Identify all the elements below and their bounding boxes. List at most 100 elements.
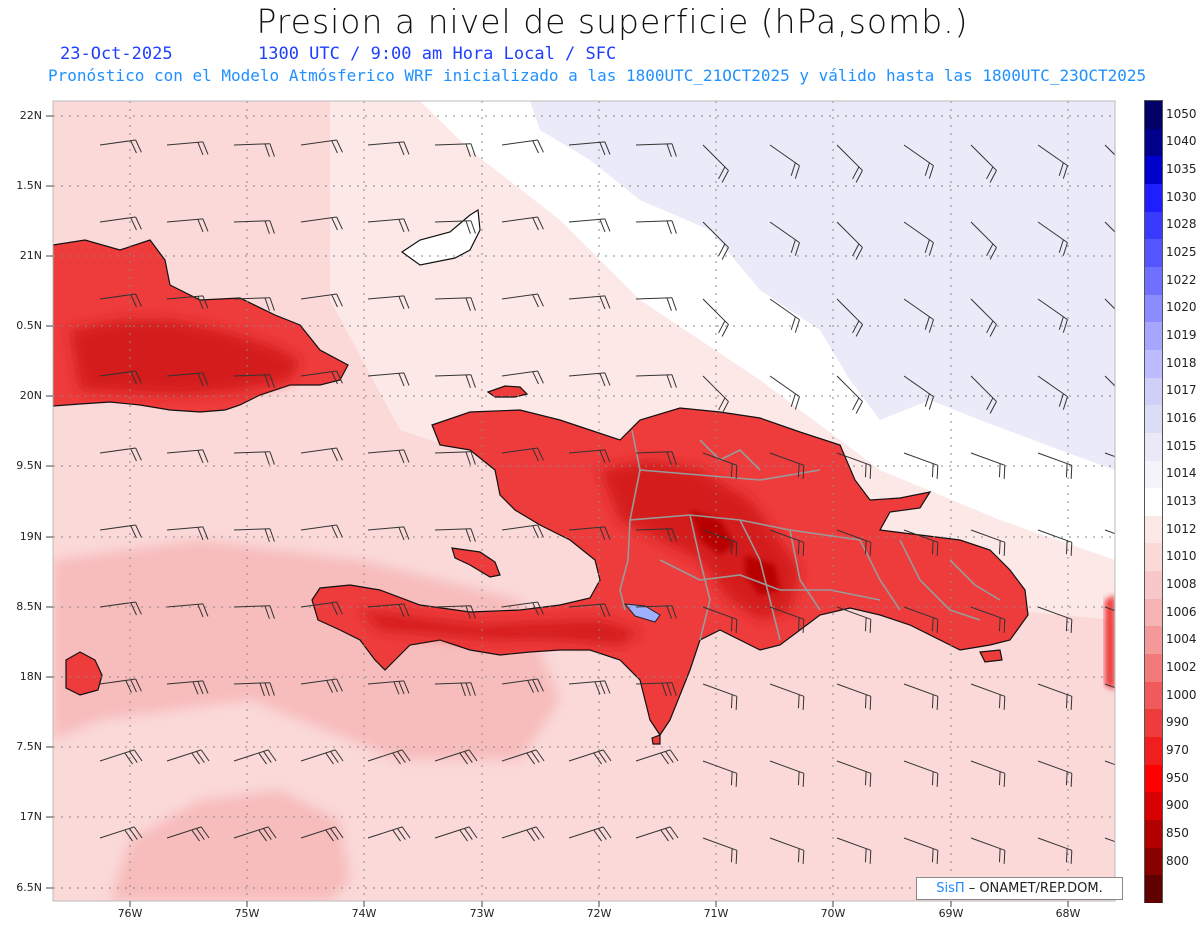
wind-barb (568, 141, 611, 156)
legend-swatch (1145, 515, 1162, 544)
wind-barb (903, 529, 939, 556)
wind-barb (501, 216, 544, 231)
wind-barb (903, 452, 939, 479)
wind-barb (434, 528, 476, 542)
legend-swatch (1145, 488, 1162, 517)
sea-mid-field (110, 790, 350, 901)
southern-peninsula-core (360, 610, 640, 645)
wind-barb (434, 605, 476, 619)
wind-barb (99, 601, 142, 616)
wind-barb (166, 141, 209, 156)
legend-label: 1017 (1166, 383, 1197, 398)
wind-barb (367, 218, 410, 233)
wind-barb (769, 452, 805, 479)
wind-barb (769, 221, 800, 256)
legend-label: 1002 (1166, 659, 1197, 674)
wind-barb (702, 837, 738, 864)
wind-barbs (99, 139, 1115, 864)
wind-barb (99, 216, 142, 231)
latitude-label: 22N (19, 109, 42, 122)
legend-swatch (1145, 571, 1162, 600)
wind-barb (1104, 529, 1115, 543)
wind-barb (501, 678, 544, 693)
inagua-island (400, 208, 481, 266)
axis-ticks (46, 115, 1069, 907)
wind-barb (970, 375, 997, 414)
wind-barb (702, 375, 729, 414)
wind-barb (769, 144, 800, 179)
province-borders (619, 429, 1001, 641)
wind-barb (903, 760, 939, 787)
wind-barb (233, 749, 277, 765)
latitude-label: 20N (19, 389, 42, 402)
legend-swatch (1145, 654, 1162, 683)
date-label: 23-Oct-2025 (60, 44, 173, 64)
wind-barb (367, 295, 410, 310)
wind-barb (233, 451, 275, 465)
wind-barb (769, 683, 805, 710)
legend-swatch (1145, 709, 1162, 738)
longitude-label: 69W (938, 907, 964, 920)
wind-barb (233, 682, 275, 697)
central-core (690, 510, 735, 555)
legend-label: 1022 (1166, 272, 1197, 287)
wind-barb (99, 749, 143, 765)
wind-barb (769, 529, 805, 556)
latitude-label: 6.5N (16, 881, 42, 894)
wind-barb (635, 749, 679, 765)
wind-barb (970, 683, 1006, 710)
wind-barb (367, 749, 411, 765)
legend-label: 850 (1166, 825, 1189, 840)
latitude-label: 17N (19, 810, 42, 823)
longitude-label: 76W (117, 907, 143, 920)
wind-barb (635, 143, 677, 157)
wind-barb (233, 143, 275, 157)
wind-barb (635, 451, 677, 465)
wind-barb (836, 683, 872, 710)
wind-barb (434, 826, 478, 842)
wind-barb (1104, 221, 1115, 248)
wind-barb (1104, 298, 1115, 325)
legend-label: 1018 (1166, 355, 1197, 370)
longitude-label: 72W (586, 907, 612, 920)
legend-label: 1040 (1166, 134, 1197, 149)
wind-barb (99, 524, 142, 539)
legend-label: 1012 (1166, 521, 1197, 536)
wind-barb (903, 606, 939, 633)
longitude-label: 75W (234, 907, 260, 920)
longitude-label: 70W (820, 907, 846, 920)
legend-label: 1013 (1166, 494, 1197, 508)
time-info: 1300 UTC / 9:00 am Hora Local / SFC (258, 44, 617, 64)
wind-barb (166, 680, 209, 695)
legend-swatch (1145, 211, 1162, 240)
wind-barb (568, 749, 612, 765)
legend-label: 1019 (1166, 328, 1197, 343)
legend-label: 1004 (1166, 632, 1197, 647)
wind-barb (568, 295, 611, 310)
legend-swatch (1145, 460, 1162, 489)
wind-barb (367, 680, 410, 695)
wind-barb (1037, 375, 1068, 410)
legend-label: 900 (1166, 798, 1189, 813)
wind-barb (903, 683, 939, 710)
wind-barb (836, 837, 872, 864)
legend-swatch (1145, 764, 1162, 793)
puerto-rico-edge (1105, 595, 1115, 690)
wind-barb (1037, 606, 1073, 633)
legend-swatch (1145, 377, 1162, 406)
wind-barb (970, 298, 997, 337)
legend-label: 1025 (1166, 245, 1197, 260)
wind-barb (166, 603, 209, 618)
wind-barb (1037, 529, 1073, 556)
province-border (619, 429, 641, 611)
wind-barb (300, 678, 343, 693)
legend-swatch (1145, 543, 1162, 572)
wind-barb (434, 682, 476, 697)
wind-barb (1104, 760, 1115, 774)
legend-swatch (1145, 820, 1162, 849)
wind-barb (501, 447, 544, 462)
wind-barb (300, 293, 343, 308)
wind-barb (1104, 375, 1115, 402)
province-border (639, 469, 821, 481)
wind-barb (233, 528, 275, 542)
